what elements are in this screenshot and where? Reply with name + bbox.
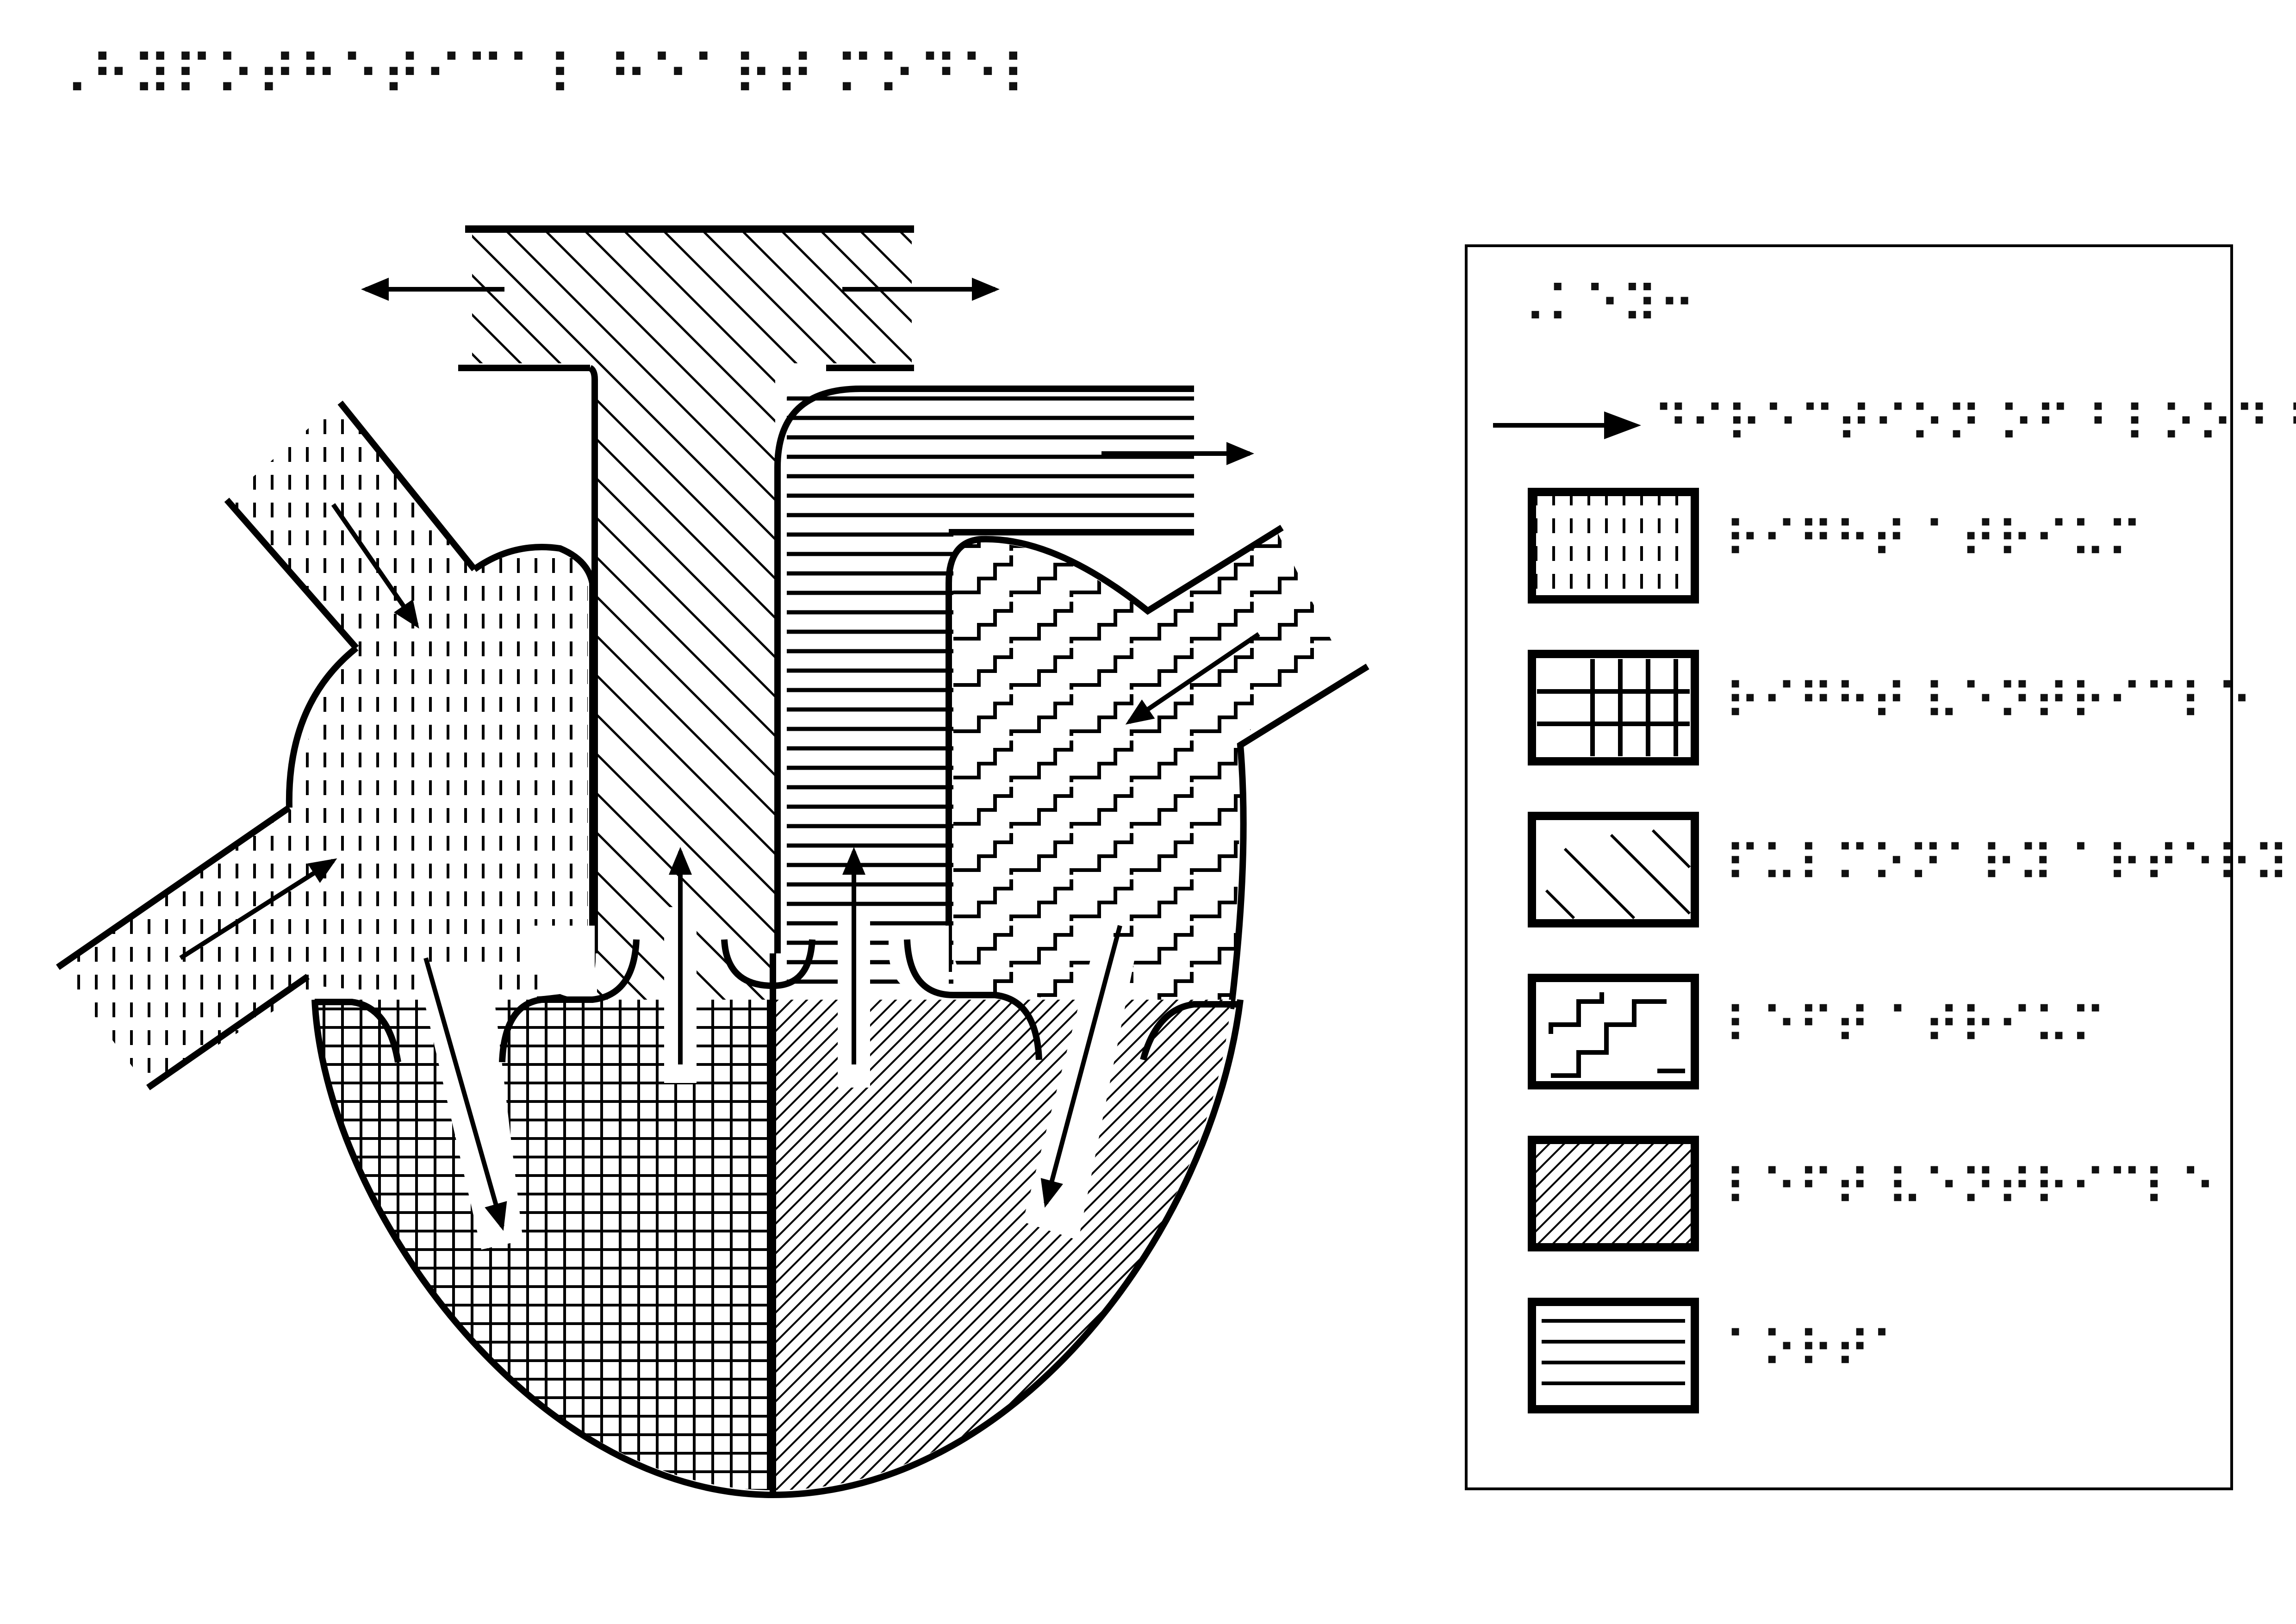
legend-item-left-atrium: ⠇⠑⠋⠞ ⠁⠞⠗⠊⠥⠍ [1468, 974, 2230, 1094]
diagonal-up-swatch [1528, 1136, 1699, 1251]
arrow-right-av [423, 957, 507, 1231]
left-atrium [946, 525, 1369, 1009]
dashed-vertical-swatch [1528, 488, 1699, 604]
legend-label: ⠏⠥⠇⠍⠕⠝⠁⠗⠽ ⠁⠗⠞⠑⠗⠽ [1724, 835, 2290, 893]
arrow-inferior-vena-cava [179, 858, 337, 960]
right-ventricle [315, 1000, 778, 1490]
arrow-pulmonary-vein [1125, 632, 1260, 725]
aorta [774, 386, 1194, 995]
legend-label: ⠇⠑⠋⠞ ⠧⠑⠝⠞⠗⠊⠉⠇⠑ [1724, 1159, 2216, 1217]
legend-item-right-ventricle: ⠗⠊⠛⠓⠞ ⠧⠑⠝⠞⠗⠊⠉⠇⠑ [1468, 650, 2253, 770]
legend-label: ⠇⠑⠋⠞ ⠁⠞⠗⠊⠥⠍ [1724, 997, 2107, 1055]
diagram-title: ⠠⠓⠽⠏⠕⠞⠓⠑⠞⠊⠉⠁⠇ ⠓⠑⠁⠗⠞ ⠍⠕⠙⠑⠇ [49, 44, 1043, 108]
legend-title: ⠠⠅⠑⠽⠒ [1509, 275, 1696, 335]
flow-arrows [179, 278, 1260, 1231]
diagonal-down-swatch [1528, 812, 1699, 927]
legend-label: ⠗⠊⠛⠓⠞ ⠁⠞⠗⠊⠥⠍ [1724, 511, 2143, 569]
legend-arrow-label: ⠙⠊⠗⠑⠉⠞⠊⠕⠝ ⠕⠋ ⠃⠇⠕⠕⠙ ⠋⠇⠕⠺ [1653, 396, 2296, 454]
arrow-icon [1493, 411, 1641, 439]
arrow-superior-vena-cava [331, 503, 419, 629]
pulmonary-artery [458, 225, 914, 1000]
legend-item-aorta: ⠁⠕⠗⠞⠁ [1468, 1298, 2230, 1418]
legend-item-right-atrium: ⠗⠊⠛⠓⠞ ⠁⠞⠗⠊⠥⠍ [1468, 488, 2230, 608]
legend-item-left-ventricle: ⠇⠑⠋⠞ ⠧⠑⠝⠞⠗⠊⠉⠇⠑ [1468, 1136, 2230, 1256]
step-swatch [1528, 974, 1699, 1089]
legend-arrow-row: ⠙⠊⠗⠑⠉⠞⠊⠕⠝ ⠕⠋ ⠃⠇⠕⠕⠙ ⠋⠇⠕⠺ [1468, 386, 2296, 460]
legend-label: ⠁⠕⠗⠞⠁ [1724, 1321, 1908, 1379]
legend-label: ⠗⠊⠛⠓⠞ ⠧⠑⠝⠞⠗⠊⠉⠇⠑ [1724, 673, 2253, 731]
arrow-left-av [1040, 925, 1122, 1208]
horizontal-swatch [1528, 1298, 1699, 1413]
heart-outline [311, 939, 1244, 1499]
legend-item-pulmonary-artery: ⠏⠥⠇⠍⠕⠝⠁⠗⠽ ⠁⠗⠞⠑⠗⠽ [1468, 812, 2290, 932]
legend: ⠠⠅⠑⠽⠒ ⠙⠊⠗⠑⠉⠞⠊⠕⠝ ⠕⠋ ⠃⠇⠕⠕⠙ ⠋⠇⠕⠺ ⠗⠊⠛⠓⠞ ⠁⠞⠗⠊… [1465, 244, 2296, 1490]
grid-swatch [1528, 650, 1699, 765]
heart-diagram [56, 225, 1369, 1499]
right-atrium [56, 400, 596, 1090]
